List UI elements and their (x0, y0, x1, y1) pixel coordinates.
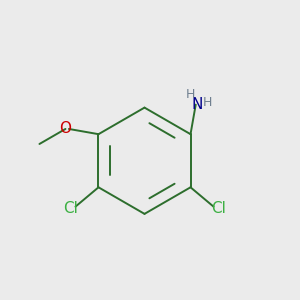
Text: O: O (59, 122, 71, 136)
Text: H: H (186, 88, 195, 101)
Text: Cl: Cl (63, 201, 78, 216)
Text: N: N (191, 97, 202, 112)
Text: Cl: Cl (211, 201, 226, 216)
Text: H: H (202, 97, 212, 110)
